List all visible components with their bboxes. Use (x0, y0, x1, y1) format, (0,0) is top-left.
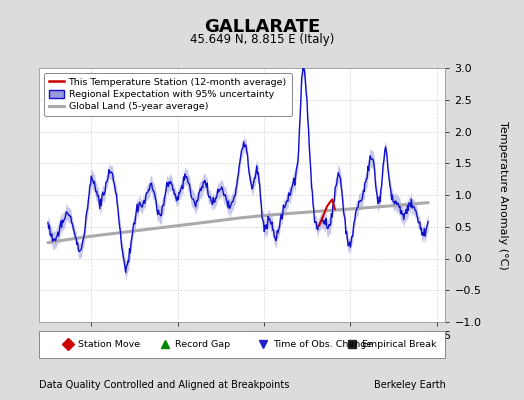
Text: Empirical Break: Empirical Break (362, 340, 436, 349)
Legend: This Temperature Station (12-month average), Regional Expectation with 95% uncer: This Temperature Station (12-month avera… (44, 73, 291, 116)
FancyBboxPatch shape (39, 331, 445, 358)
Text: GALLARATE: GALLARATE (204, 18, 320, 36)
Y-axis label: Temperature Anomaly (°C): Temperature Anomaly (°C) (498, 121, 508, 269)
Text: Berkeley Earth: Berkeley Earth (374, 380, 445, 390)
Text: Time of Obs. Change: Time of Obs. Change (273, 340, 372, 349)
Text: 45.649 N, 8.815 E (Italy): 45.649 N, 8.815 E (Italy) (190, 33, 334, 46)
Text: Station Move: Station Move (78, 340, 140, 349)
Text: Data Quality Controlled and Aligned at Breakpoints: Data Quality Controlled and Aligned at B… (39, 380, 290, 390)
Text: Record Gap: Record Gap (176, 340, 231, 349)
